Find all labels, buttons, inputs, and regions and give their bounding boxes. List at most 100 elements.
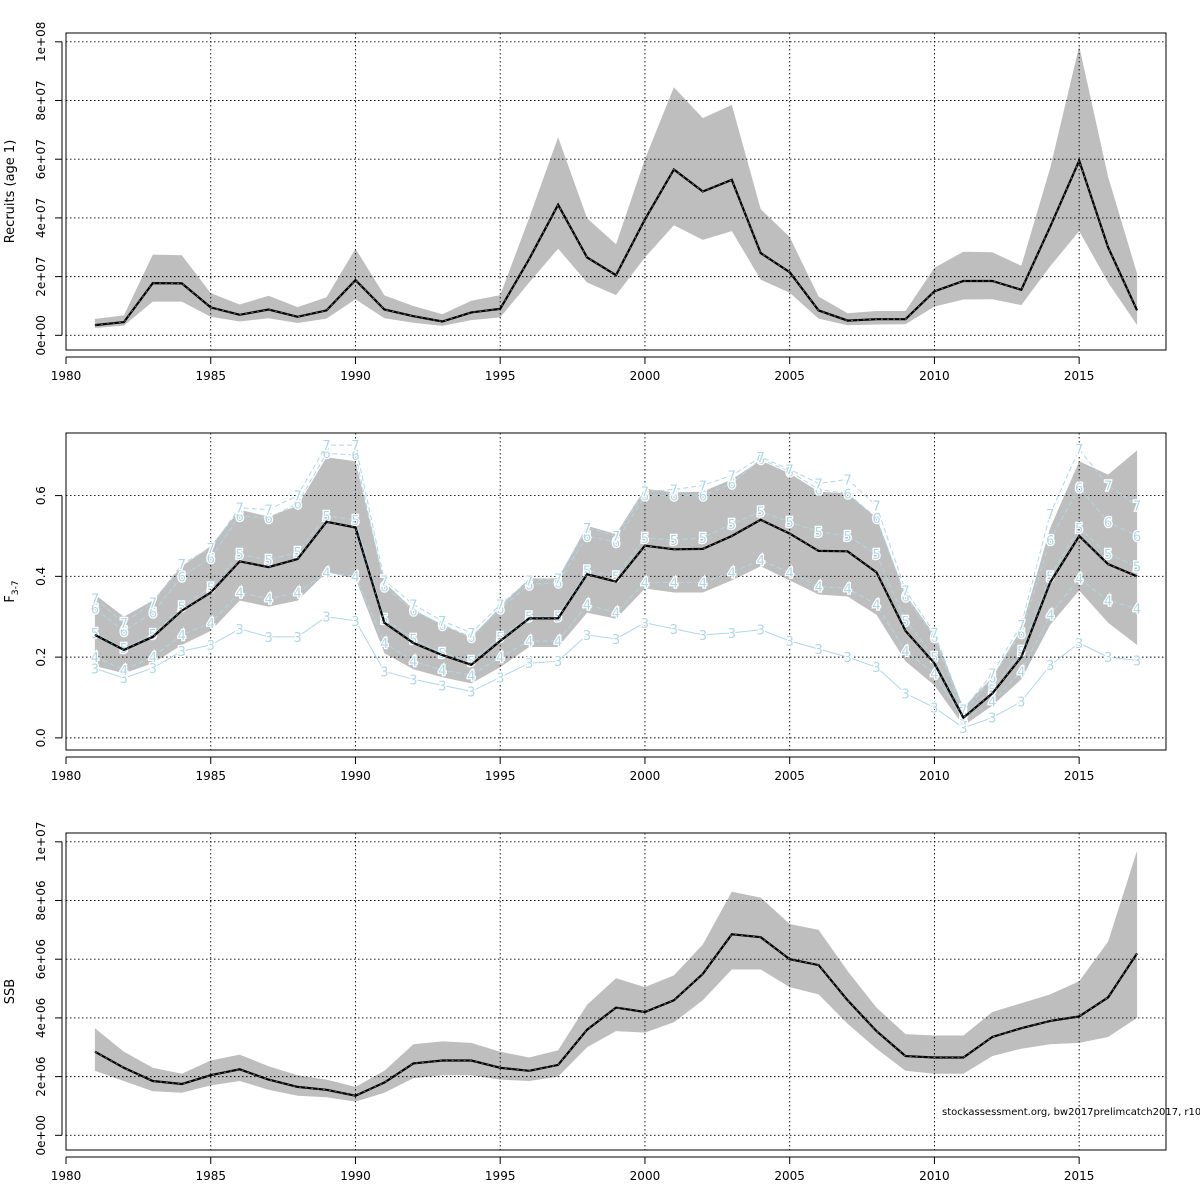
f-age-7-label: 7 <box>670 484 678 499</box>
f-age-3-label: 3 <box>930 702 938 717</box>
recruits-y-tick-label: 1e+08 <box>34 22 48 62</box>
f-age-4-label: 4 <box>91 651 99 666</box>
f-age-7-label: 7 <box>236 502 244 517</box>
ssb-frame <box>65 832 1167 1151</box>
f-age-4-label: 4 <box>786 566 794 581</box>
f-age-7-label: 7 <box>641 486 649 501</box>
f-age-4-label: 4 <box>612 607 620 622</box>
credit-text: stockassessment.org, bw2017prelimcatch20… <box>942 1107 1200 1118</box>
f-age-6-label: 6 <box>236 510 244 525</box>
f-age-5-label: 5 <box>1075 522 1083 537</box>
f-age-4-label: 4 <box>814 580 822 595</box>
f-x-tick-label: 2015 <box>1064 769 1095 783</box>
f-age-5-label: 5 <box>293 546 301 561</box>
f-age-4-label: 4 <box>409 655 417 670</box>
f-age-6-label: 6 <box>293 498 301 513</box>
f-age-7-label: 7 <box>1133 500 1141 515</box>
f-age-5-label: 5 <box>467 655 475 670</box>
f-age-6-label: 6 <box>554 576 562 591</box>
f-age-4-label: 4 <box>178 629 186 644</box>
recruits-x-tick-label: 2000 <box>630 369 661 383</box>
recruits-x-tick-label: 2015 <box>1064 369 1095 383</box>
ssb-x-tick-label: 1985 <box>195 1169 226 1183</box>
f-age-6-label: 6 <box>351 449 359 464</box>
ssb-x-tick-label: 2000 <box>630 1169 661 1183</box>
f-age-7-label: 7 <box>525 574 533 589</box>
f-age-7-label: 7 <box>264 504 272 519</box>
f-x-tick-label: 2010 <box>919 769 950 783</box>
f-age-5-label: 5 <box>612 570 620 585</box>
ssb-x-tick-label: 1990 <box>340 1169 371 1183</box>
f-age-3-label: 3 <box>525 657 533 672</box>
f-age-4-label: 4 <box>1104 595 1112 610</box>
f-age-6-label: 6 <box>496 603 504 618</box>
f-age-7-label: 7 <box>959 704 967 719</box>
f-y-tick-label: 0.2 <box>34 648 48 667</box>
f-age-4-label: 4 <box>843 582 851 597</box>
recruits-y-tick-label: 4e+07 <box>34 198 48 238</box>
f-age-6-label: 6 <box>178 570 186 585</box>
f-age-4-label: 4 <box>496 651 504 666</box>
f-age-5-label: 5 <box>670 534 678 549</box>
f-age-4-label: 4 <box>207 617 215 632</box>
f-age-6-label: 6 <box>1104 516 1112 531</box>
f-age-4-label: 4 <box>525 635 533 650</box>
recruits-frame <box>65 32 1167 351</box>
f-age-7-label: 7 <box>901 584 909 599</box>
f-age-6-label: 6 <box>1017 627 1025 642</box>
f-age-3-label: 3 <box>901 687 909 702</box>
f-y-tick-label: 0.6 <box>34 486 48 505</box>
f-age-5-label: 5 <box>930 651 938 666</box>
recruits-x-tick-label: 1985 <box>195 369 226 383</box>
f-age-7-line <box>94 444 1138 711</box>
f-estimate-line <box>94 518 1138 720</box>
f-age-3-label: 3 <box>293 631 301 646</box>
f-age-3-label: 3 <box>322 611 330 626</box>
f-age-7-label: 7 <box>438 615 446 630</box>
f-x-tick-label: 1980 <box>51 769 82 783</box>
f-age-6-label: 6 <box>525 578 533 593</box>
f-age-4-label: 4 <box>264 593 272 608</box>
f-age-5-label: 5 <box>699 532 707 547</box>
f-age-4-label: 4 <box>149 651 157 666</box>
f-age-6-label: 6 <box>959 708 967 723</box>
f-age-6-line <box>94 452 1138 715</box>
f-age-4-label: 4 <box>293 587 301 602</box>
f-age-6-label: 6 <box>786 465 794 480</box>
recruits-x-tick-label: 1995 <box>485 369 516 383</box>
f-age-4-label: 4 <box>583 599 591 614</box>
f-x-tick-label: 1985 <box>195 769 226 783</box>
recruits-x-tick-label: 1990 <box>340 369 371 383</box>
f-age-3-label: 3 <box>554 655 562 670</box>
ssb-x-tick-label: 2015 <box>1064 1169 1095 1183</box>
f-age-5-label: 5 <box>1133 560 1141 575</box>
f-age-7-label: 7 <box>496 599 504 614</box>
f-age-4-label: 4 <box>438 664 446 679</box>
f-confidence-band <box>94 450 1138 726</box>
f-age-4-label: 4 <box>930 667 938 682</box>
f-age-7-label: 7 <box>467 627 475 642</box>
recruits-y-tick-label: 6e+07 <box>34 139 48 179</box>
f-y-label-subscript: 3-7 <box>11 580 21 595</box>
f-age-4-line <box>94 559 1138 721</box>
f-age-7-label: 7 <box>1046 508 1054 523</box>
f-age-7-label: 7 <box>149 597 157 612</box>
f-age-4-label: 4 <box>1017 665 1025 680</box>
f-age-3-label: 3 <box>612 633 620 648</box>
f-age-3-line <box>94 616 1138 729</box>
f-age-4-label: 4 <box>467 669 475 684</box>
f-age-6-label: 6 <box>670 490 678 505</box>
f-age-4-label: 4 <box>351 570 359 585</box>
f-age-5-label: 5 <box>409 633 417 648</box>
f-age-5-label: 5 <box>91 627 99 642</box>
ssb-estimate-line <box>94 933 1139 1097</box>
f-age-6-label: 6 <box>583 530 591 545</box>
f-age-6-label: 6 <box>814 484 822 499</box>
f-age-4-label: 4 <box>728 566 736 581</box>
f-age-7-label: 7 <box>1075 443 1083 458</box>
recruits-panel: 1980 1985 1990 1995 2000 2005 2010 2015 0e+00 2e+… <box>3 22 1167 383</box>
f-age-3-label: 3 <box>728 627 736 642</box>
f-age-5-label: 5 <box>1017 645 1025 660</box>
